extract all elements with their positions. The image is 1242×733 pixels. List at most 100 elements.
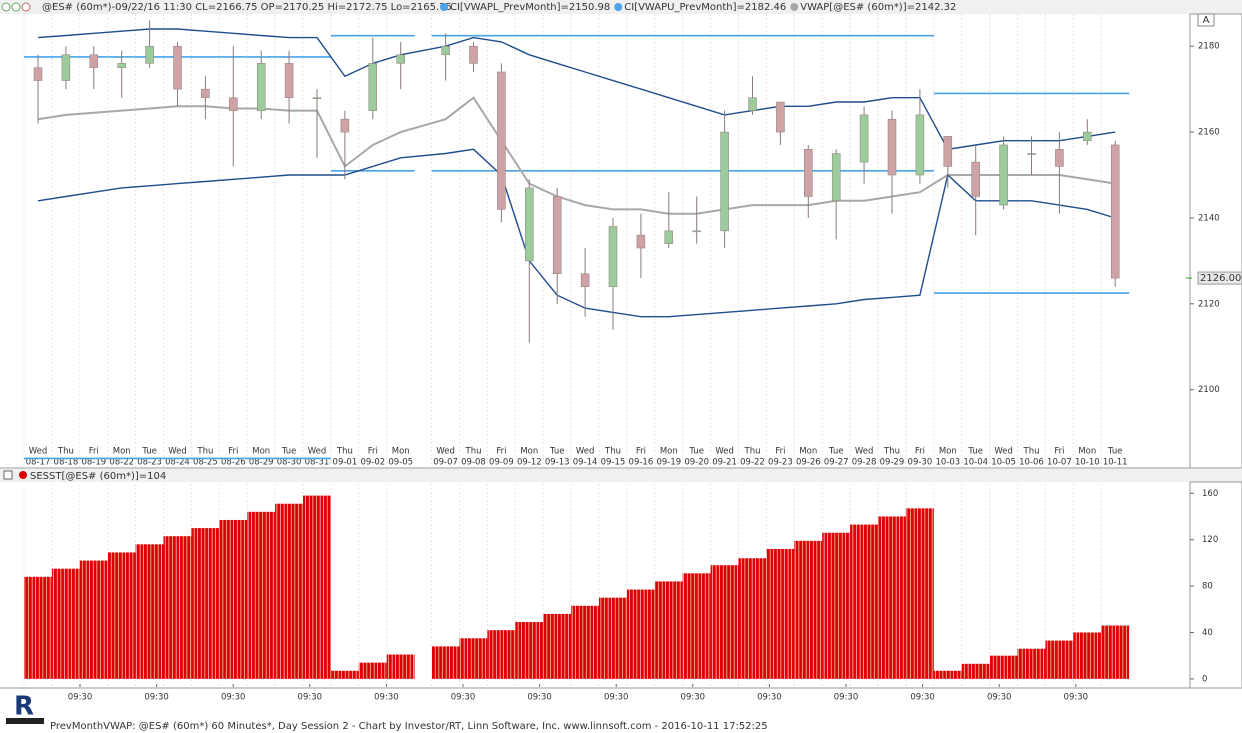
- bar: [905, 508, 934, 679]
- x-time-label: 09:30: [681, 693, 706, 703]
- bar: [1045, 640, 1074, 679]
- x-time-label: 09:30: [68, 693, 93, 703]
- candle-body: [340, 118, 350, 133]
- bar: [51, 568, 80, 679]
- x-date-label: 09-02: [360, 458, 385, 468]
- x-date-label: 09-16: [629, 458, 654, 468]
- x-date-label: 09-21: [712, 458, 737, 468]
- bar: [135, 544, 164, 679]
- x-weekday-label: Fri: [775, 447, 785, 457]
- x-weekday-label: Tue: [688, 447, 704, 457]
- bar: [654, 581, 683, 679]
- x-date-label: 09-20: [684, 458, 709, 468]
- bar: [822, 532, 851, 679]
- x-date-label: 09-13: [545, 458, 570, 468]
- candle-body: [368, 63, 378, 111]
- x-date-label: 08-17: [26, 458, 51, 468]
- candle-body: [831, 153, 841, 202]
- x-weekday-label: Mon: [660, 447, 678, 457]
- bar: [515, 622, 544, 679]
- icon: [11, 2, 21, 12]
- candle-body: [664, 230, 674, 244]
- x-date-label: 10-11: [1103, 458, 1128, 468]
- x-time-label: 09:30: [298, 693, 323, 703]
- bar: [330, 670, 359, 679]
- bar: [710, 565, 739, 679]
- x-time-label: 09:30: [1064, 693, 1089, 703]
- x-date-label: 08-22: [109, 458, 134, 468]
- scale-button-label[interactable]: A: [1203, 15, 1210, 26]
- bar: [850, 524, 878, 679]
- bar: [431, 646, 460, 679]
- bar: [682, 573, 711, 679]
- x-date-label: 09-08: [461, 458, 486, 468]
- x-date-label: 08-19: [81, 458, 106, 468]
- sub-header-bar: [0, 469, 1242, 482]
- candle-body: [552, 196, 562, 275]
- candle-body: [859, 114, 869, 163]
- y-tick-label: 2160: [1198, 128, 1220, 138]
- x-weekday-label: Mon: [799, 447, 817, 457]
- bar: [487, 630, 516, 679]
- x-time-label: 09:30: [604, 693, 629, 703]
- x-date-label: 09-27: [824, 458, 849, 468]
- bar: [961, 663, 990, 679]
- last-price-label: 2126.00: [1200, 273, 1241, 284]
- x-weekday-label: Mon: [1078, 447, 1096, 457]
- x-weekday-label: Thu: [196, 447, 213, 457]
- y-tick-label: 2180: [1198, 42, 1220, 52]
- candle-body: [636, 234, 646, 249]
- candle-body: [1083, 131, 1092, 141]
- x-weekday-label: Wed: [308, 447, 327, 457]
- icon: [3, 470, 13, 480]
- x-weekday-label: Wed: [576, 447, 595, 457]
- x-date-label: 09-23: [768, 458, 793, 468]
- x-date-label: 09-19: [656, 458, 681, 468]
- x-time-label: 09:30: [987, 693, 1012, 703]
- x-time-label: 09:30: [221, 693, 246, 703]
- x-weekday-label: Thu: [604, 447, 621, 457]
- icon: [1, 2, 11, 12]
- x-weekday-label: Wed: [855, 447, 874, 457]
- candle-body: [887, 118, 897, 176]
- candle-body: [1055, 149, 1064, 167]
- x-weekday-label: Wed: [29, 447, 48, 457]
- x-weekday-label: Fri: [368, 447, 378, 457]
- price-header: @ES# (60m*)-09/22/16 11:30 CL=2166.75 OP…: [42, 2, 452, 13]
- x-date-label: 10-04: [963, 458, 988, 468]
- x-weekday-label: Wed: [994, 447, 1013, 457]
- x-time-label: 09:30: [527, 693, 552, 703]
- bar: [738, 558, 767, 679]
- footer: PrevMonthVWAP: @ES# (60m*) 60 Minutes*, …: [50, 721, 768, 732]
- x-weekday-label: Thu: [336, 447, 353, 457]
- x-time-label: 09:30: [144, 693, 169, 703]
- scale-button[interactable]: [1197, 13, 1215, 27]
- x-date-label: 09-30: [908, 458, 933, 468]
- bar: [543, 613, 572, 679]
- x-weekday-label: Wed: [168, 447, 187, 457]
- x-weekday-label: Thu: [744, 447, 761, 457]
- x-date-label: 09-07: [433, 458, 458, 468]
- x-date-label: 09-01: [333, 458, 358, 468]
- bar: [107, 552, 136, 679]
- x-date-label: 09-12: [517, 458, 542, 468]
- y-tick-label: 0: [1202, 674, 1207, 684]
- y-tick-label: 160: [1202, 489, 1218, 499]
- icon: [21, 2, 31, 12]
- bar: [459, 638, 488, 679]
- x-weekday-label: Tue: [1107, 447, 1123, 457]
- x-date-label: 08-24: [165, 458, 190, 468]
- x-date-label: 10-10: [1075, 458, 1100, 468]
- x-date-label: 09-22: [740, 458, 765, 468]
- x-date-label: 08-25: [193, 458, 218, 468]
- x-date-label: 10-03: [935, 458, 960, 468]
- candle-body: [497, 71, 506, 210]
- candle-body: [89, 54, 99, 68]
- x-time-label: 09:30: [757, 693, 782, 703]
- x-weekday-label: Mon: [113, 447, 131, 457]
- x-weekday-label: Fri: [1054, 447, 1064, 457]
- candle-body: [229, 97, 238, 111]
- candle-body: [971, 161, 980, 197]
- x-date-label: 08-23: [137, 458, 162, 468]
- bar: [766, 548, 795, 679]
